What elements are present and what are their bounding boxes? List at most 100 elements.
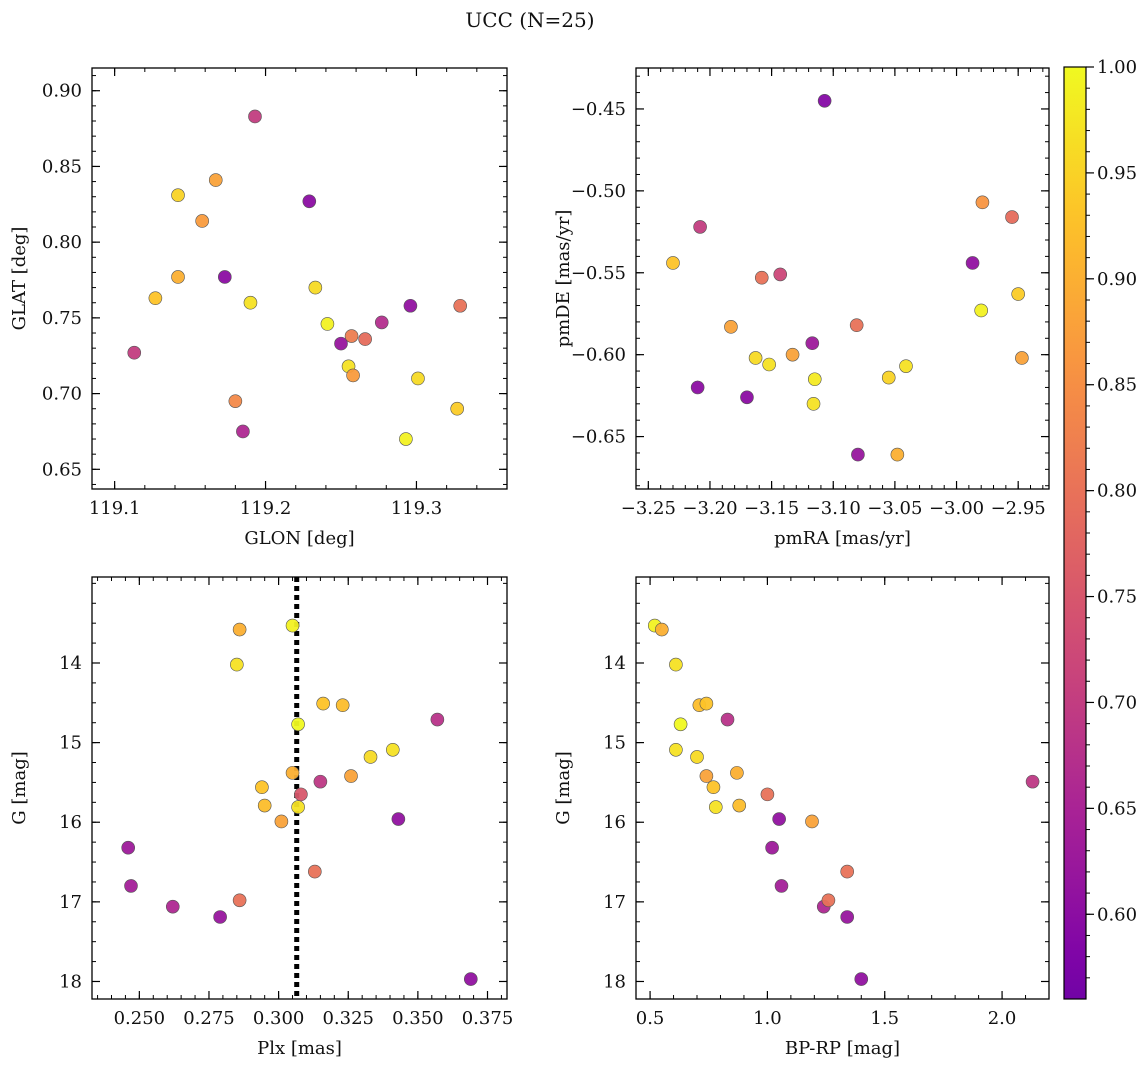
y-tick-label: 14 — [603, 653, 626, 674]
x-tick-label: −3.25 — [621, 498, 676, 519]
data-point — [690, 750, 704, 764]
y-axis-label: pmDE [mas/yr] — [553, 210, 574, 348]
y-tick-label: 0.70 — [42, 384, 82, 405]
x-tick-label: −3.00 — [929, 498, 984, 519]
data-point — [171, 188, 185, 203]
y-tick-label: 0.65 — [42, 459, 82, 480]
y-tick-label: 18 — [59, 971, 82, 992]
colorbar-tick-label: 0.90 — [1097, 269, 1137, 290]
y-axis-label: G [mag] — [553, 751, 574, 824]
data-point — [291, 800, 305, 814]
subplot-glon-glat: 119.1 119.2 119.3 0.65 0.70 0.75 0.80 0.85 0.90 G… — [9, 67, 508, 549]
data-point — [881, 370, 896, 385]
y-tick-label: 17 — [59, 892, 82, 913]
data-point — [313, 774, 328, 789]
y-tick-label: 18 — [603, 971, 626, 992]
x-tick-label: 119.3 — [391, 498, 443, 519]
x-axis-label: GLON [deg] — [244, 528, 354, 549]
plot-frame — [635, 67, 1050, 490]
data-point — [171, 270, 185, 284]
data-point — [669, 742, 683, 757]
colorbar-tick-label: 1.00 — [1097, 57, 1137, 78]
data-point — [1005, 210, 1019, 224]
data-point — [255, 780, 269, 795]
minor-ticks — [92, 68, 508, 489]
data-point — [285, 766, 300, 780]
data-point — [708, 800, 723, 814]
data-point — [673, 717, 688, 732]
data-point — [308, 864, 322, 879]
data-point — [320, 317, 335, 331]
data-point — [230, 657, 244, 672]
data-point — [213, 910, 227, 924]
x-tick-label: 0.300 — [253, 1008, 305, 1029]
plot-frame — [91, 576, 508, 1000]
x-tick-label: 0.275 — [183, 1008, 235, 1029]
data-point — [732, 798, 747, 813]
y-tick-label: 17 — [603, 892, 626, 913]
data-point — [346, 368, 360, 383]
data-point — [453, 298, 468, 313]
colorbar-tick-label: 0.95 — [1097, 163, 1137, 184]
data-point — [690, 380, 705, 395]
data-point — [762, 357, 776, 372]
y-tick-label: 15 — [59, 733, 82, 754]
colorbar-tick-label: 0.85 — [1097, 375, 1137, 396]
data-point — [974, 303, 988, 318]
data-point — [1015, 351, 1029, 365]
subplot-pmra-pmde: −3.25 −3.20 −3.15 −3.10 −3.05 −3.00 −2.95 −0.65… — [553, 67, 1050, 549]
minor-ticks — [635, 68, 1049, 489]
data-point — [821, 893, 836, 908]
data-point — [805, 336, 820, 351]
data-point — [720, 712, 735, 727]
data-point — [334, 336, 348, 351]
data-point — [772, 812, 786, 826]
data-point — [699, 696, 714, 711]
data-point — [430, 712, 445, 727]
x-tick-label: −3.15 — [744, 498, 799, 519]
data-point — [121, 840, 136, 855]
data-point — [236, 424, 250, 439]
data-point — [740, 390, 754, 405]
data-point — [195, 214, 209, 228]
data-point — [308, 280, 323, 295]
x-tick-label: 0.350 — [392, 1008, 444, 1029]
data-point — [765, 840, 779, 855]
y-tick-label: 0.80 — [42, 232, 82, 253]
data-point — [774, 879, 789, 893]
x-tick-label: 119.1 — [89, 498, 141, 519]
data-point — [840, 864, 854, 879]
x-axis-label: Plx [mas] — [257, 1038, 342, 1059]
data-point — [754, 270, 769, 285]
data-point — [706, 780, 721, 795]
y-tick-label: 0.90 — [42, 81, 82, 102]
data-point — [1011, 287, 1025, 301]
data-point — [148, 291, 163, 305]
data-point — [232, 622, 247, 637]
x-tick-label: −3.05 — [867, 498, 922, 519]
data-point — [807, 372, 822, 387]
subplot-grid: 119.1 119.2 119.3 0.65 0.70 0.75 0.80 0.85 0.90 G… — [9, 67, 1050, 1059]
y-tick-label: 0.75 — [42, 308, 82, 329]
x-tick-label: 0.250 — [114, 1008, 166, 1029]
colorbar-tick-label: 0.75 — [1097, 587, 1137, 608]
x-tick-label: 0.375 — [462, 1008, 514, 1029]
data-point — [840, 910, 854, 924]
data-point — [785, 347, 800, 362]
x-tick-label: −3.20 — [682, 498, 737, 519]
x-axis-label: pmRA [mas/yr] — [774, 528, 911, 549]
colorbar: 0.60 0.65 0.70 0.75 0.80 0.85 0.90 0.95 1.00 — [1063, 57, 1137, 1000]
y-tick-label: −0.55 — [571, 263, 626, 284]
data-point — [450, 401, 465, 416]
y-tick-label: −0.60 — [571, 345, 626, 366]
data-point — [257, 798, 272, 813]
data-point — [693, 220, 707, 234]
data-point — [899, 359, 913, 373]
y-tick-label: −0.50 — [571, 181, 626, 202]
data-point — [655, 622, 669, 637]
x-tick-label: 0.5 — [636, 1008, 665, 1029]
subplot-bprp-gmag: 0.5 1.0 1.5 2.0 14 15 16 17 18 BP-RP [mag] G [mag] — [553, 576, 1050, 1059]
data-point — [851, 447, 865, 462]
data-point — [335, 698, 350, 712]
data-point — [232, 893, 247, 908]
